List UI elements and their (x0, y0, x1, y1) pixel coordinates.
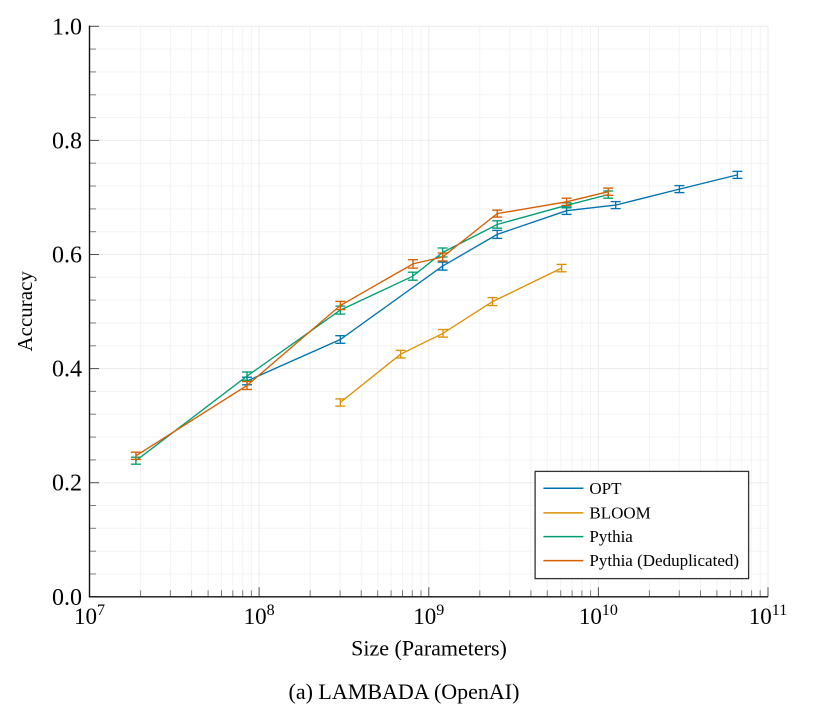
svg-text:Accuracy: Accuracy (13, 271, 37, 352)
svg-text:0.6: 0.6 (52, 243, 82, 269)
svg-text:Pythia: Pythia (589, 527, 633, 546)
svg-text:0.8: 0.8 (52, 128, 82, 154)
svg-text:0.0: 0.0 (52, 585, 82, 611)
svg-text:0.2: 0.2 (52, 471, 82, 497)
svg-text:Pythia (Deduplicated): Pythia (Deduplicated) (589, 551, 739, 570)
svg-text:0.4: 0.4 (52, 357, 82, 383)
svg-text:1.0: 1.0 (52, 14, 82, 40)
svg-text:Size (Parameters): Size (Parameters) (351, 636, 507, 661)
svg-text:BLOOM: BLOOM (589, 503, 650, 522)
svg-text:OPT: OPT (589, 479, 622, 498)
svg-text:(a) LAMBADA (OpenAI): (a) LAMBADA (OpenAI) (289, 679, 520, 704)
